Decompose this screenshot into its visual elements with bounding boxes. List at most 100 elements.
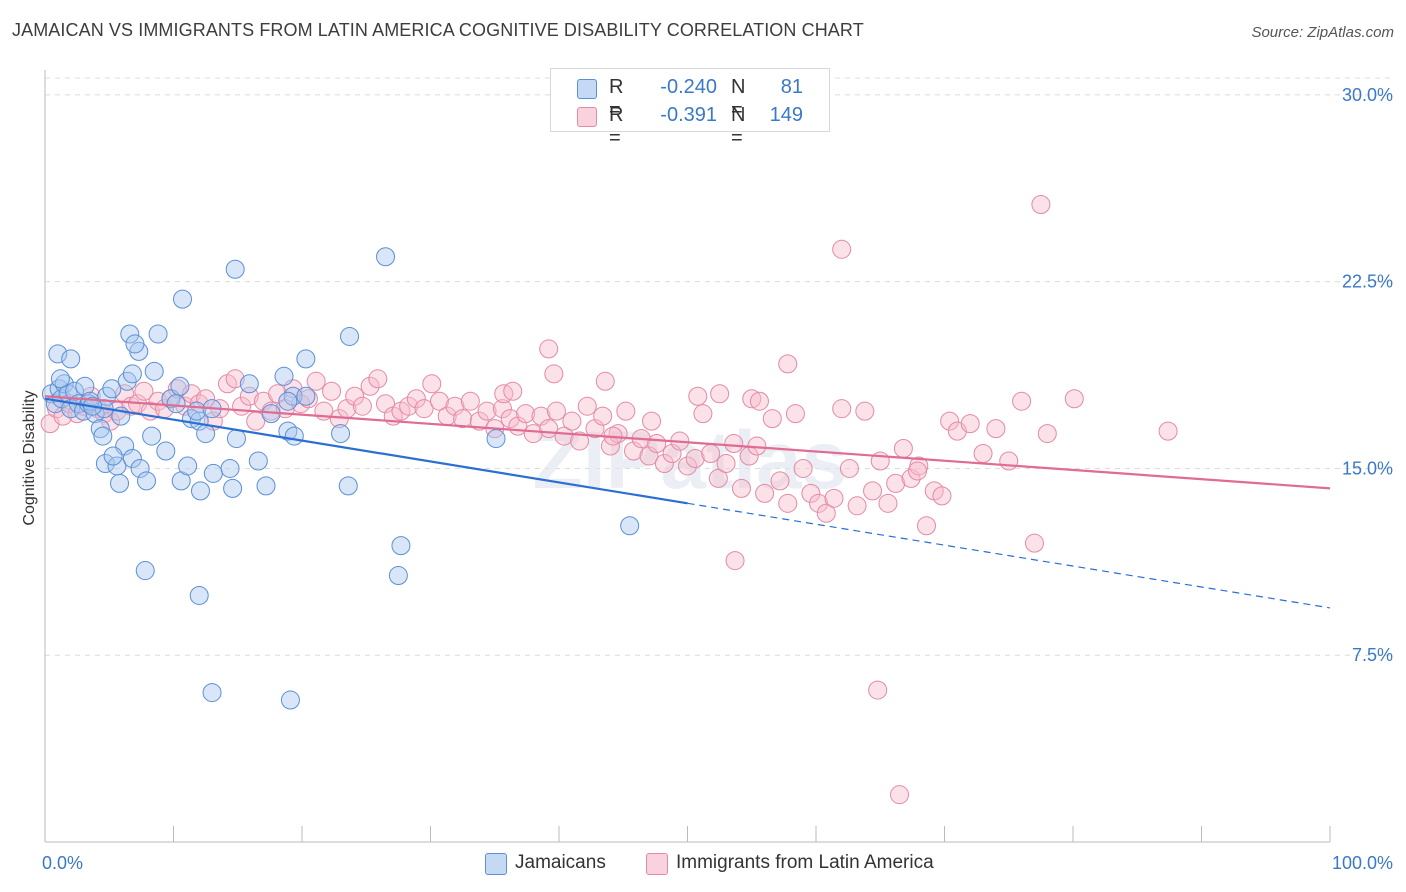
- data-point-immigrants: [816, 503, 836, 523]
- data-point-immigrants: [917, 516, 937, 536]
- data-point-immigrants: [855, 401, 875, 421]
- data-point-immigrants: [932, 486, 952, 506]
- data-point-jamaicans: [239, 374, 259, 394]
- data-point-immigrants: [595, 371, 615, 391]
- data-point-jamaicans: [225, 259, 245, 279]
- data-point-jamaicans: [202, 683, 222, 703]
- legend-r-value: -0.391: [660, 104, 717, 126]
- data-point-immigrants: [477, 401, 497, 421]
- x-tick-label: 0.0%: [42, 853, 83, 873]
- data-point-immigrants: [460, 391, 480, 411]
- stats-legend: R = -0.240 N = 81 R = -0.391 N = 149: [550, 68, 830, 149]
- legend-label-immigrants: Immigrants from Latin America: [676, 852, 934, 873]
- data-point-jamaicans: [130, 458, 150, 478]
- data-point-jamaicans: [338, 476, 358, 496]
- trend-lines: [44, 395, 1331, 609]
- data-point-immigrants: [1012, 391, 1032, 411]
- data-point-immigrants: [453, 409, 473, 429]
- data-point-immigrants: [762, 409, 782, 429]
- data-point-immigrants: [492, 399, 512, 419]
- data-point-immigrants: [414, 399, 434, 419]
- data-point-jamaicans: [166, 394, 186, 414]
- source-label: Source: ZipAtlas.com: [1251, 24, 1394, 41]
- data-point-jamaicans: [61, 349, 81, 369]
- data-point-immigrants: [824, 488, 844, 508]
- data-point-jamaicans: [278, 421, 298, 441]
- data-point-jamaicans: [102, 379, 122, 399]
- data-point-jamaicans: [137, 471, 157, 491]
- data-point-immigrants: [839, 458, 859, 478]
- data-point-jamaicans: [90, 419, 110, 439]
- data-point-immigrants: [570, 431, 590, 451]
- data-point-immigrants: [647, 434, 667, 454]
- data-point-jamaicans: [220, 458, 240, 478]
- data-point-immigrants: [832, 399, 852, 419]
- legend-swatch-pink: [577, 107, 597, 127]
- legend-n-value: 149: [769, 104, 803, 126]
- data-point-immigrants: [710, 384, 730, 404]
- data-point-immigrants: [562, 411, 582, 431]
- data-point-jamaicans: [142, 426, 162, 446]
- data-point-immigrants: [785, 404, 805, 424]
- legend-swatch-blue: [577, 79, 597, 99]
- data-point-immigrants: [986, 419, 1006, 439]
- data-point-jamaicans: [172, 289, 192, 309]
- trend-line-immigrants: [44, 395, 1331, 490]
- data-point-jamaicans: [65, 381, 85, 401]
- axes: [44, 70, 1331, 843]
- legend-n-value: 81: [780, 76, 803, 98]
- data-point-immigrants: [1031, 194, 1051, 214]
- data-point-jamaicans: [196, 424, 216, 444]
- data-point-jamaicans: [376, 247, 396, 267]
- data-point-immigrants: [516, 404, 536, 424]
- data-point-immigrants: [167, 379, 187, 399]
- gridlines: [45, 77, 1392, 656]
- data-point-jamaicans: [148, 324, 168, 344]
- data-point-immigrants: [500, 409, 520, 429]
- data-point-jamaicans: [280, 690, 300, 710]
- data-point-immigrants: [268, 384, 288, 404]
- data-point-immigrants: [554, 426, 574, 446]
- data-point-immigrants: [546, 401, 566, 421]
- data-point-immigrants: [701, 444, 721, 464]
- data-point-immigrants: [973, 444, 993, 464]
- trend-line-jamaicans: [44, 397, 688, 505]
- data-point-jamaicans: [284, 426, 304, 446]
- series-immigrants-latin-america: [40, 194, 1178, 805]
- data-point-immigrants: [134, 381, 154, 401]
- data-point-jamaicans: [48, 344, 68, 364]
- watermark: ZIPatlas: [533, 415, 847, 506]
- x-tick-label: 100.0%: [1332, 853, 1393, 873]
- bottom-legend: Jamaicans Immigrants from Latin America: [0, 852, 1406, 878]
- data-point-immigrants: [778, 493, 798, 513]
- data-point-jamaicans: [620, 516, 640, 536]
- data-point-immigrants: [345, 386, 365, 406]
- legend-n-label: N =: [731, 104, 746, 149]
- data-point-immigrants: [724, 434, 744, 454]
- data-point-immigrants: [298, 389, 318, 409]
- data-point-jamaicans: [95, 453, 115, 473]
- data-point-immigrants: [940, 411, 960, 431]
- data-point-jamaicans: [278, 391, 298, 411]
- data-point-immigrants: [847, 496, 867, 516]
- data-point-immigrants: [678, 456, 697, 476]
- legend-swatch-blue: [485, 853, 507, 875]
- legend-label-jamaicans: Jamaicans: [515, 852, 606, 873]
- trend-line-jamaicans-extrapolated: [687, 502, 1331, 609]
- data-point-jamaicans: [135, 561, 155, 581]
- data-point-immigrants: [878, 493, 898, 513]
- data-point-jamaicans: [296, 349, 316, 369]
- data-point-immigrants: [863, 481, 883, 501]
- data-point-immigrants: [539, 339, 559, 359]
- data-point-immigrants: [778, 354, 798, 374]
- data-point-immigrants: [960, 414, 980, 434]
- data-point-immigrants: [770, 471, 790, 491]
- data-point-immigrants: [893, 439, 913, 459]
- data-point-immigrants: [593, 406, 613, 426]
- data-point-immigrants: [755, 483, 775, 503]
- data-point-jamaicans: [125, 334, 145, 354]
- data-point-immigrants: [429, 391, 449, 411]
- data-point-immigrants: [1064, 389, 1084, 409]
- data-point-immigrants: [322, 381, 342, 401]
